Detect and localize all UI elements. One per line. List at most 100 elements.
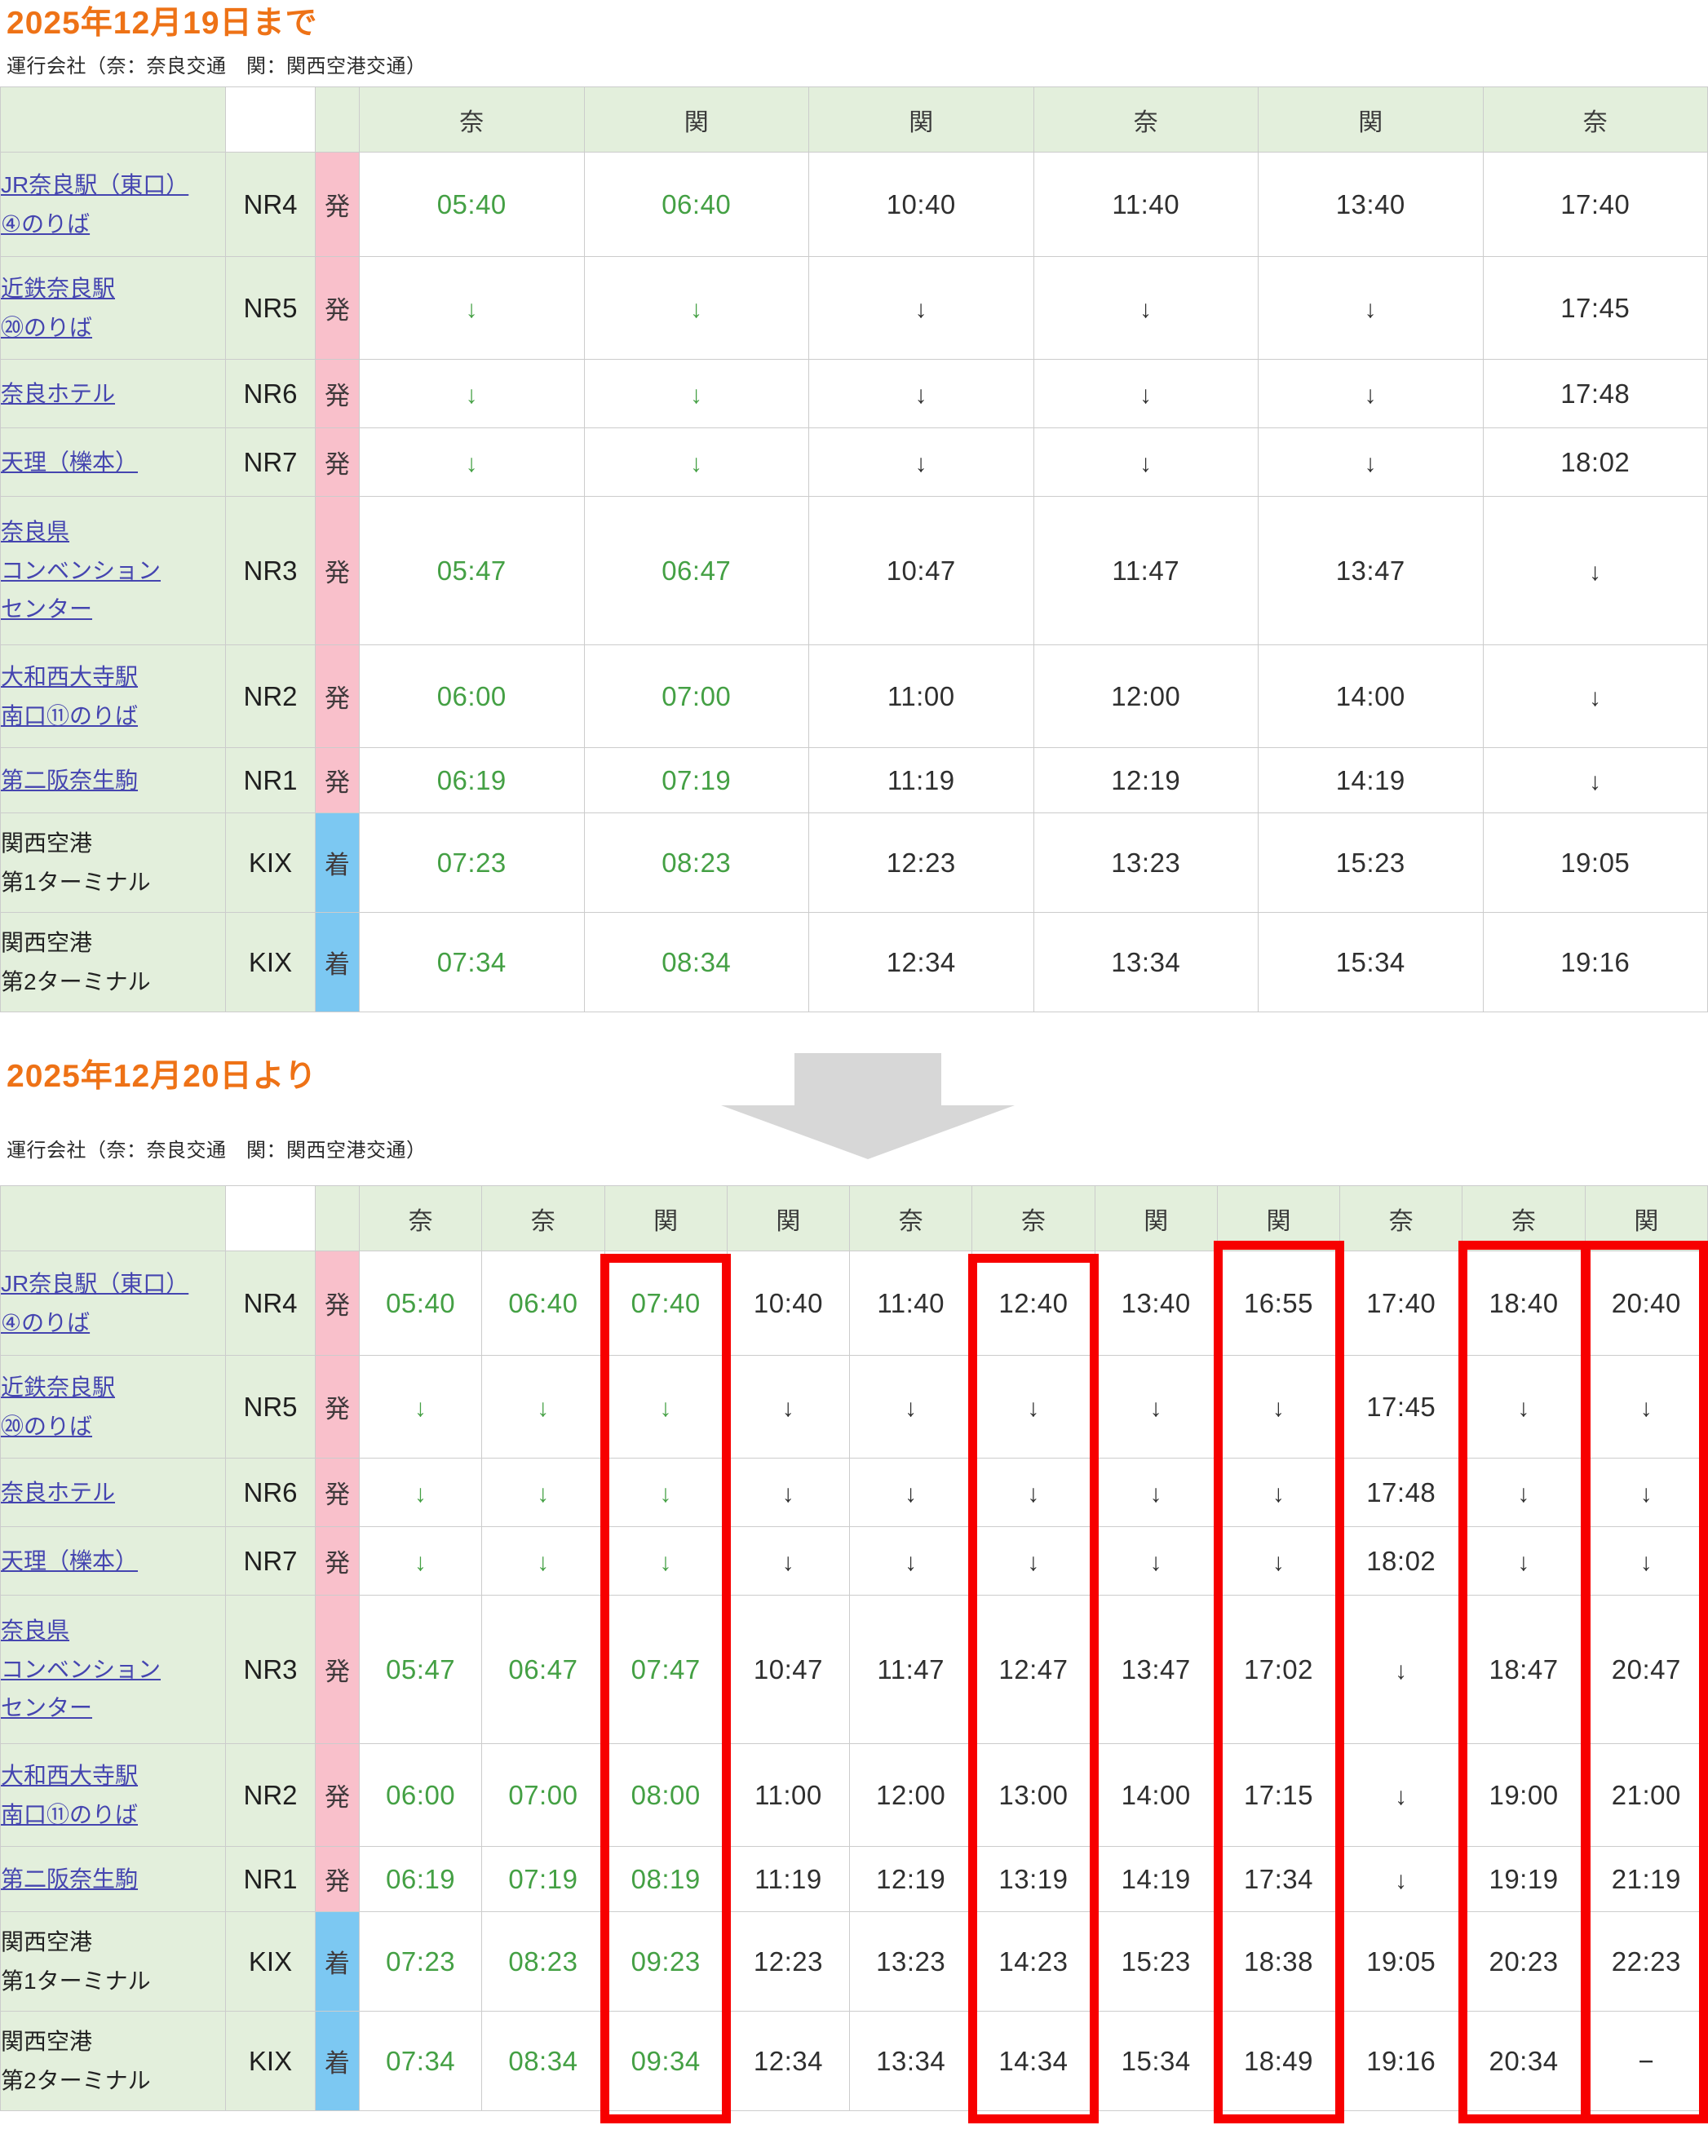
time-cell: 20:34	[1462, 2011, 1586, 2111]
time-cell: 12:23	[808, 812, 1034, 913]
time-cell: 12:34	[808, 912, 1034, 1012]
time-cell: 06:47	[481, 1595, 605, 1744]
time-cell: 07:00	[583, 644, 809, 748]
time-cell: 11:00	[808, 644, 1034, 748]
station-link[interactable]: 第二阪奈生駒	[1, 1866, 139, 1892]
timetable-row: 奈良ホテル NR6 発 ↓ ↓ ↓ ↓ ↓ 17:48	[0, 359, 1708, 428]
time-cell: 07:00	[481, 1743, 605, 1847]
departure-mark-cell: 発	[315, 1251, 360, 1356]
stop-code-cell: NR3	[225, 496, 316, 645]
time-cell: 07:23	[359, 812, 585, 913]
stop-code-cell: NR5	[225, 1355, 316, 1459]
skip-arrow-cell: ↓	[604, 1526, 728, 1596]
page: 2025年12月19日まで 運行会社（奈：奈良交通 関：関西空港交通） 奈関関奈…	[0, 5, 1708, 2123]
time-cell: 17:40	[1339, 1251, 1463, 1356]
skip-arrow-cell: ↓	[604, 1355, 728, 1459]
skip-arrow-cell: ↓	[1482, 496, 1708, 645]
station-link[interactable]: 近鉄奈良駅 ⑳のりば	[1, 1374, 116, 1439]
time-cell: 10:47	[808, 496, 1034, 645]
arrival-mark-cell: 着	[315, 812, 360, 913]
time-cell: 22:23	[1584, 1911, 1708, 2012]
time-cell: 20:23	[1462, 1911, 1586, 2012]
arrival-mark-cell: 着	[315, 2011, 360, 2111]
time-cell: 13:00	[971, 1743, 1095, 1847]
time-cell: 14:19	[1094, 1846, 1218, 1912]
time-cell: 13:19	[971, 1846, 1095, 1912]
skip-arrow-cell: ↓	[849, 1458, 973, 1527]
station-name-cell: 関西空港 第1ターミナル	[0, 812, 226, 913]
operator-header: 奈	[1339, 1185, 1463, 1251]
time-cell: 19:05	[1482, 812, 1708, 913]
time-cell: 17:34	[1216, 1846, 1341, 1912]
arrival-mark-cell: 着	[315, 912, 360, 1012]
timetable-table-until-2025-12-19: 奈関関奈関奈 JR奈良駅（東口） ④のりば NR4 発 05:40 06:40 10:40 11…	[0, 86, 1708, 1012]
station-link[interactable]: JR奈良駅（東口） ④のりば	[1, 171, 189, 237]
station-link[interactable]: 奈良県 コンベンション センター	[1, 519, 162, 622]
time-cell: 08:34	[481, 2011, 605, 2111]
time-cell: 18:02	[1482, 427, 1708, 497]
skip-arrow-cell: ↓	[358, 1526, 483, 1596]
time-cell: 13:47	[1094, 1595, 1218, 1744]
skip-arrow-cell: ↓	[481, 1355, 605, 1459]
operator-header: 奈	[971, 1185, 1095, 1251]
timetable-row: JR奈良駅（東口） ④のりば NR4 発 05:40 06:40 07:40 10:40 11:…	[0, 1251, 1708, 1356]
station-link[interactable]: 天理（櫟本）	[1, 1547, 139, 1574]
departure-mark-cell: 発	[315, 359, 360, 428]
station-link[interactable]: 奈良ホテル	[1, 380, 116, 406]
time-cell: 11:00	[726, 1743, 851, 1847]
operator-header: 奈	[358, 1185, 483, 1251]
stop-code-cell: NR1	[225, 747, 316, 813]
departure-mark-cell: 発	[315, 152, 360, 257]
time-cell: 06:19	[359, 747, 585, 813]
station-link[interactable]: 大和西大寺駅 南口⑪のりば	[1, 663, 139, 728]
timetable-row: 奈良県 コンベンション センター NR3 発 05:47 06:47 10:47 11:47 13…	[0, 496, 1708, 645]
stop-code-cell: NR3	[225, 1595, 316, 1744]
time-cell: 17:40	[1482, 152, 1708, 257]
skip-arrow-cell: ↓	[1216, 1355, 1341, 1459]
time-cell: 06:40	[583, 152, 809, 257]
stop-code-cell: KIX	[225, 2011, 316, 2111]
stop-code-cell: KIX	[225, 1911, 316, 2012]
timetable-row: 天理（櫟本） NR7 発 ↓ ↓ ↓ ↓ ↓ 18:02	[0, 427, 1708, 497]
time-cell: 19:16	[1339, 2011, 1463, 2111]
operators-note-after: 運行会社（奈：奈良交通 関：関西空港交通）	[7, 1140, 427, 1162]
time-cell: 15:34	[1094, 2011, 1218, 2111]
skip-arrow-cell: ↓	[1094, 1355, 1218, 1459]
departure-mark-cell: 発	[315, 427, 360, 497]
station-link[interactable]: 大和西大寺駅 南口⑪のりば	[1, 1762, 139, 1827]
skip-arrow-cell: ↓	[481, 1526, 605, 1596]
station-link[interactable]: 天理（櫟本）	[1, 449, 139, 475]
station-link[interactable]: 第二阪奈生駒	[1, 767, 139, 793]
section-before-change: 2025年12月19日まで 運行会社（奈：奈良交通 関：関西空港交通） 奈関関奈…	[0, 5, 1708, 1012]
departure-mark-cell: 発	[315, 496, 360, 645]
departure-mark-cell: 発	[315, 1846, 360, 1912]
operator-header: 関	[583, 86, 809, 153]
station-link[interactable]: 近鉄奈良駅 ⑳のりば	[1, 275, 116, 340]
time-cell: 10:40	[726, 1251, 851, 1356]
station-link[interactable]: JR奈良駅（東口） ④のりば	[1, 1270, 189, 1335]
timetable-row: 関西空港 第2ターミナル KIX 着 07:34 08:34 12:34 13:34 15:34…	[0, 912, 1708, 1012]
section-title-after: 2025年12月20日より	[7, 1059, 317, 1094]
station-link[interactable]: 奈良県 コンベンション センター	[1, 1618, 162, 1721]
timetable-row: 第二阪奈生駒 NR1 発 06:19 07:19 11:19 12:19 14:19 ↓	[0, 747, 1708, 813]
operator-header: 関	[1216, 1185, 1341, 1251]
operator-header: 関	[1258, 86, 1484, 153]
time-cell: 10:40	[808, 152, 1034, 257]
stop-code-cell: NR7	[225, 427, 316, 497]
stop-code-cell: NR2	[225, 1743, 316, 1847]
timetable-row: 大和西大寺駅 南口⑪のりば NR2 発 06:00 07:00 08:00 11:00 12:0…	[0, 1743, 1708, 1847]
station-link[interactable]: 奈良ホテル	[1, 1479, 116, 1505]
skip-arrow-cell: ↓	[971, 1458, 1095, 1527]
station-name-cell: 天理（櫟本）	[0, 427, 226, 497]
skip-arrow-cell: ↓	[1462, 1355, 1586, 1459]
departure-mark-cell: 発	[315, 1743, 360, 1847]
operator-header: 関	[1584, 1185, 1708, 1251]
station-name-cell: 奈良ホテル	[0, 359, 226, 428]
departure-mark-cell: 発	[315, 1355, 360, 1459]
operator-header: 関	[604, 1185, 728, 1251]
time-cell: 08:34	[583, 912, 809, 1012]
time-cell: 18:38	[1216, 1911, 1341, 2012]
station-name-cell: 第二阪奈生駒	[0, 747, 226, 813]
time-cell: 08:23	[583, 812, 809, 913]
time-cell: 11:47	[849, 1595, 973, 1744]
